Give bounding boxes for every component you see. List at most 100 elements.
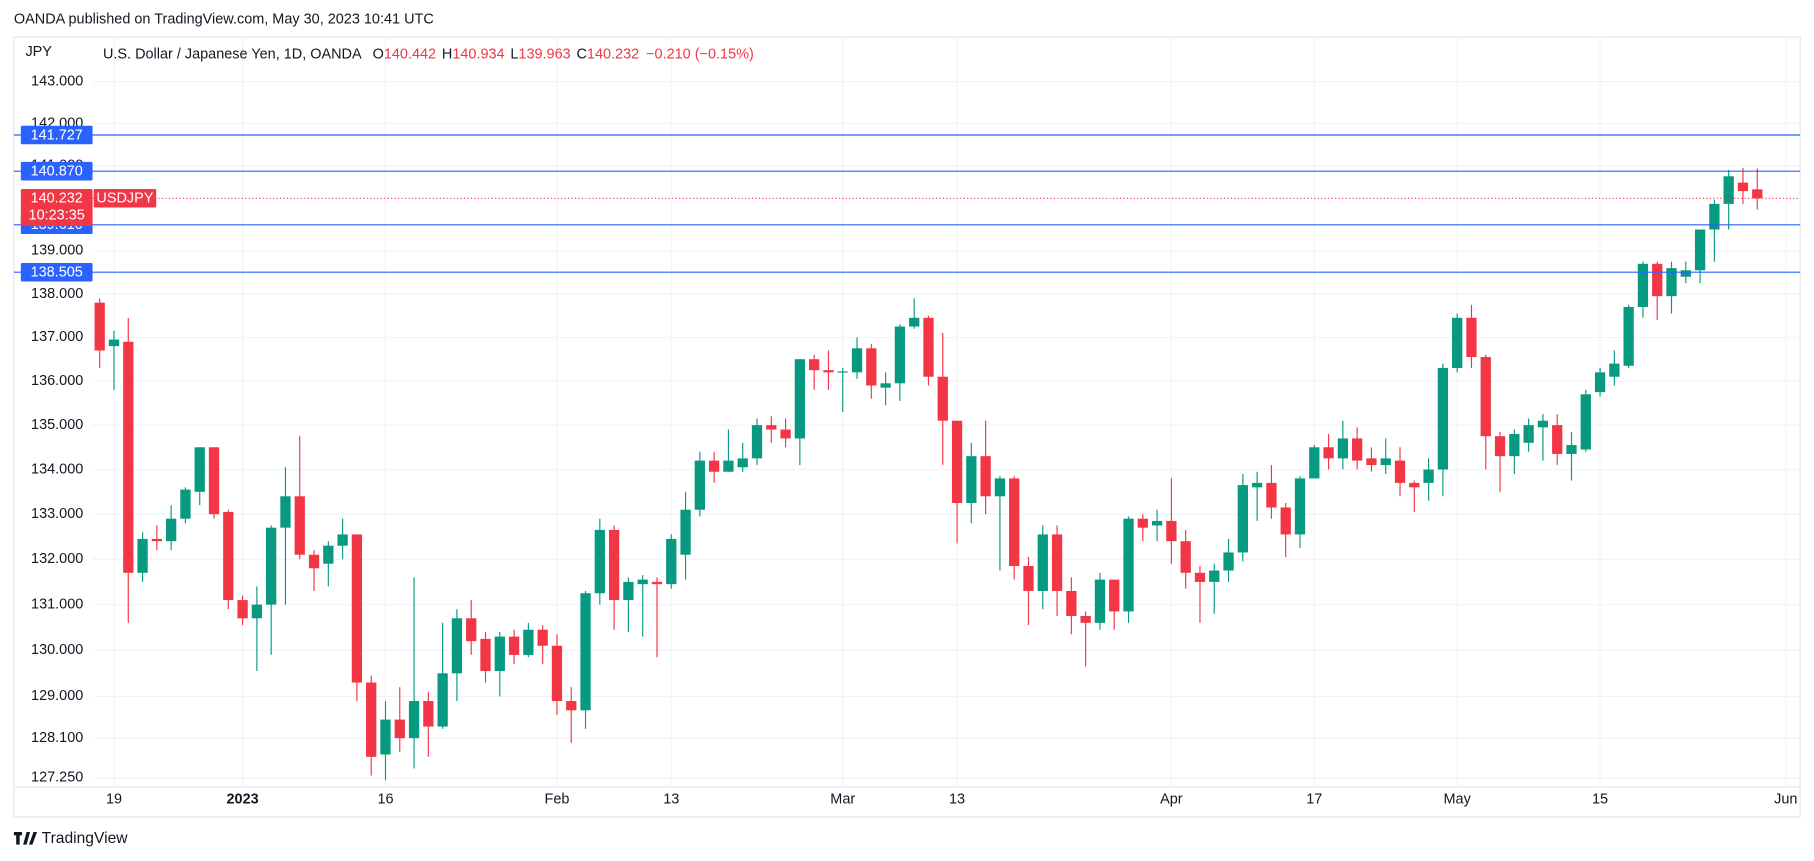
candle-body [494,636,505,672]
price-line-label-bg [20,262,93,282]
brand: TradingView [13,830,129,847]
candle-body [366,682,377,757]
candle-body [1066,590,1077,617]
candle-body [237,600,248,619]
candle-body [680,509,691,555]
candle-body [894,326,906,384]
candle-body [123,341,134,573]
candle-body [1580,394,1591,450]
currency: JPY [25,44,52,60]
candle-body [1366,458,1377,466]
candle-body [980,456,991,497]
y-tick-label: 127.250 [31,770,83,786]
candle-body [423,701,434,727]
candle-body [823,370,834,373]
candle-body [266,527,277,605]
candle-body [623,581,634,601]
publisher: OANDA published on TradingView.com, May … [14,12,434,28]
candle-body [1209,570,1220,582]
candle-body [1009,478,1020,567]
candle-body [1352,438,1363,461]
legend-value: 140.442 [384,46,436,62]
candle-body [837,371,848,373]
candle-body [794,359,806,439]
candle-body [880,383,891,388]
candle-body [951,420,963,503]
candle-body [1480,357,1491,437]
grid: 143.000142.000141.000139.000138.000137.0… [31,37,1801,807]
x-tick-label: May [1444,791,1472,807]
candle-body [1180,541,1191,573]
candle-body [1737,182,1749,192]
brand-name: TradingView [42,830,129,847]
legend-change: −0.210 (−0.15%) [646,46,754,62]
candle-body [809,359,820,371]
candle-body [1537,420,1549,428]
candle-body [451,618,463,674]
candle-body [251,604,263,619]
y-tick-label: 139.000 [31,243,83,259]
x-tick-label: 2023 [227,791,259,807]
overlay: 141.727140.870139.610138.505140.23210:23… [13,125,1801,282]
last-price-label: 140.232 [31,191,83,207]
y-tick-label: 132.000 [31,551,83,567]
candle-body [437,673,448,727]
candle-body [708,460,720,472]
y-tick-label: 135.000 [31,417,83,433]
candle-body [408,701,420,739]
candle-body [1251,482,1263,488]
x-tick-label: Jun [1774,791,1797,807]
candle-body [1337,438,1349,459]
candle-body [937,376,948,421]
legend-key: L [510,46,518,62]
candle-body [1652,263,1663,297]
candle-body [909,317,920,327]
candle-body [1037,534,1048,591]
candle-body [1752,189,1763,199]
candle-body [351,534,363,683]
x-tick-label: Mar [830,791,855,807]
candle-body [394,719,405,739]
candle-body [594,529,605,594]
candle-body [1609,363,1620,377]
candle-body [1023,566,1034,591]
x-tick-label: Apr [1160,791,1183,807]
candle-body [94,302,105,351]
candle-body [1194,572,1206,582]
candle-body [780,429,791,439]
candle-body [637,579,648,585]
legend-value: 140.232 [587,46,639,62]
candle-body [723,460,734,472]
candle-body [737,458,748,468]
y-tick-label: 128.100 [31,730,83,746]
candle-body [208,447,220,515]
candle-body [508,636,520,655]
y-tick-label: 136.000 [31,373,83,389]
countdown: 10:23:35 [29,207,85,223]
candle-body [1151,520,1163,526]
candle-body [1266,482,1277,508]
candle-body [523,629,534,655]
candle-body [294,496,305,555]
candle-body [1166,520,1177,542]
candle-body [866,348,877,386]
candle-body [1080,616,1091,623]
candle-body [1323,447,1334,459]
candle-body [1094,579,1106,623]
candle-body [1723,176,1734,204]
candle-body [1637,263,1649,307]
candle-body [480,638,491,672]
candle-body [165,518,177,542]
legend: U.S. Dollar / Japanese Yen, 1D, OANDA O1… [103,46,754,62]
candle-body [1051,534,1063,591]
candle-body [1394,460,1406,483]
y-tick-label: 138.000 [31,286,83,302]
candle-body [994,478,1006,497]
candle-body [280,496,291,528]
y-tick-label: 143.000 [31,73,83,89]
candle-body [751,425,763,459]
candle-body [323,545,334,564]
candle-body [1409,482,1420,488]
y-tick-label: 137.000 [31,329,83,345]
